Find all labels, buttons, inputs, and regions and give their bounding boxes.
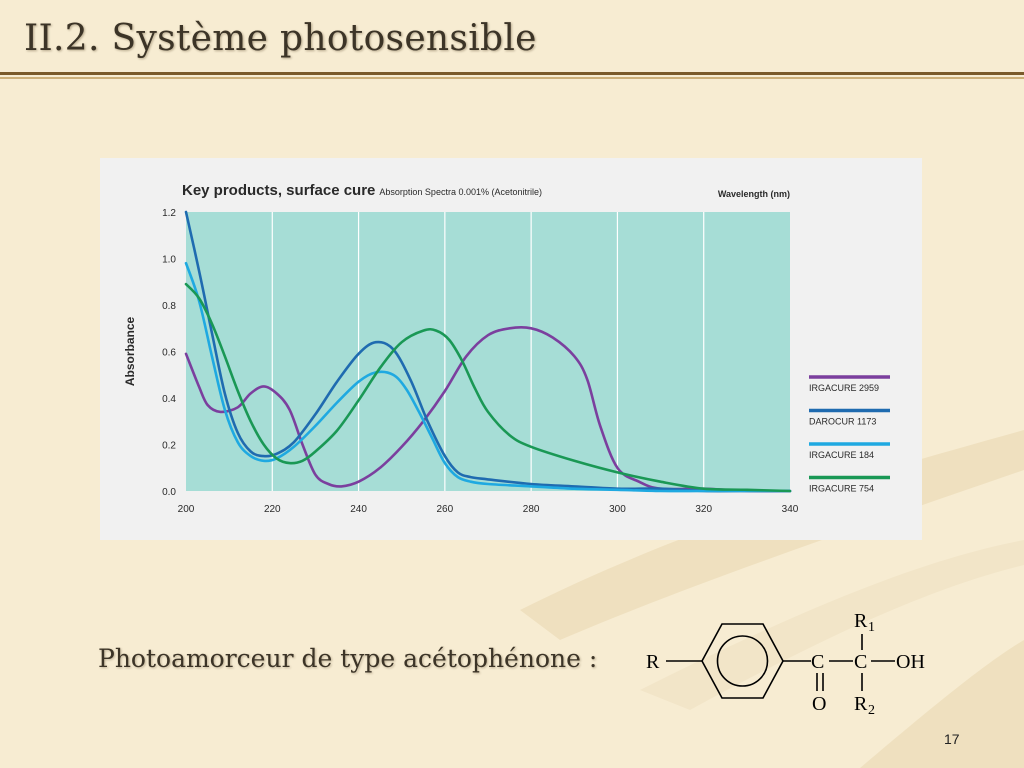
slide-title: II.2. Système photosensible — [24, 18, 537, 59]
title-underline-secondary — [0, 77, 1024, 79]
alpha-c-label: C — [854, 651, 867, 673]
legend-label: IRGACURE 754 — [809, 484, 874, 494]
acetophenone-structure: R C C OH O R 1 R 2 — [646, 610, 925, 718]
x-tick-label: 240 — [350, 504, 367, 515]
x-axis-label: Wavelength (nm) — [717, 189, 790, 199]
series-line-irgacure-2959 — [184, 325, 792, 493]
x-tick-label: 340 — [782, 504, 799, 515]
r1-label: R — [854, 610, 868, 632]
carbonyl-c-label: C — [811, 651, 824, 673]
x-tick-label: 260 — [437, 504, 454, 515]
y-tick-label: 1.2 — [162, 208, 176, 219]
y-tick-label: 0.2 — [162, 441, 176, 452]
x-tick-label: 200 — [178, 504, 195, 515]
chart-heading: Key products, surface cure Absorption Spe… — [182, 182, 542, 200]
legend-label: IRGACURE 184 — [809, 450, 874, 460]
legend-label: DAROCUR 1173 — [809, 417, 876, 427]
y-tick-label: 0.8 — [162, 301, 176, 312]
title-underline — [0, 72, 1024, 75]
legend-label: IRGACURE 2959 — [809, 383, 879, 393]
x-tick-label: 300 — [609, 504, 626, 515]
r2-label: R — [854, 693, 868, 715]
benzene-aromatic-circle — [716, 635, 769, 687]
benzene-ring — [701, 623, 784, 699]
y-tick-label: 0.6 — [162, 348, 176, 359]
chart-subtitle: Absorption Spectra 0.001% (Acetonitrile) — [379, 187, 542, 197]
oh-label: OH — [896, 651, 925, 673]
r2-subscript: 2 — [868, 703, 875, 718]
series-line-irgacure-754 — [184, 282, 792, 493]
chart-title: Key products, surface cure — [182, 182, 376, 199]
page-number: 17 — [944, 731, 960, 747]
series-line-irgacure-184 — [184, 261, 792, 493]
x-tick-label: 280 — [523, 504, 540, 515]
x-tick-label: 220 — [264, 504, 281, 515]
x-tick-label: 320 — [695, 504, 712, 515]
y-axis-label: Absorbance — [123, 317, 137, 387]
y-tick-label: 0.0 — [162, 487, 176, 498]
series-line-darocur-1173 — [184, 210, 792, 493]
plot-area — [186, 212, 790, 491]
y-tick-label: 0.4 — [162, 394, 176, 405]
carbonyl-o-label: O — [812, 693, 826, 715]
absorption-chart-panel: 200 220 240 260 280 300 320 340 0.0 0.2 0.4 0.6 0.8 1… — [100, 158, 922, 540]
r1-subscript: 1 — [868, 620, 875, 635]
slide-caption: Photoamorceur de type acétophénone : — [98, 644, 598, 673]
absorption-chart: 200 220 240 260 280 300 320 340 0.0 0.2 0.4 0.6 0.8 1… — [123, 208, 890, 515]
y-tick-label: 1.0 — [162, 255, 176, 266]
r-label: R — [646, 651, 660, 673]
